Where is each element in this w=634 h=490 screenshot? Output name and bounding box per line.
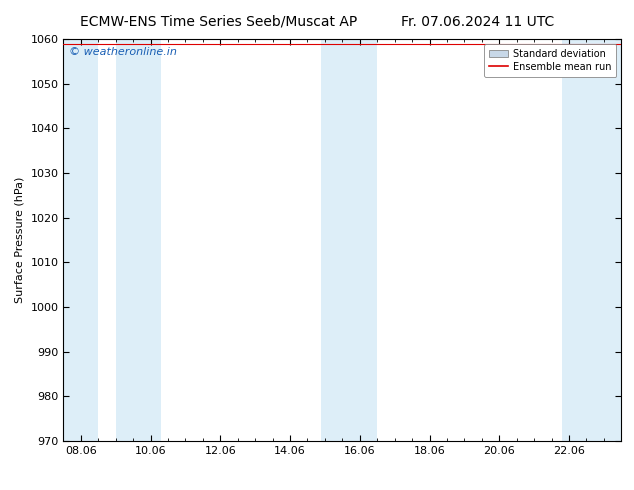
Bar (63, 39, 98, 441)
Text: © weatheronline.in: © weatheronline.in (69, 47, 177, 57)
Bar (116, 39, 161, 441)
Y-axis label: Surface Pressure (hPa): Surface Pressure (hPa) (15, 177, 25, 303)
Bar (562, 39, 621, 441)
Legend: Standard deviation, Ensemble mean run: Standard deviation, Ensemble mean run (484, 44, 616, 77)
Text: ECMW-ENS Time Series Seeb/Muscat AP          Fr. 07.06.2024 11 UTC: ECMW-ENS Time Series Seeb/Muscat AP Fr. … (80, 15, 554, 29)
Bar (321, 39, 377, 441)
